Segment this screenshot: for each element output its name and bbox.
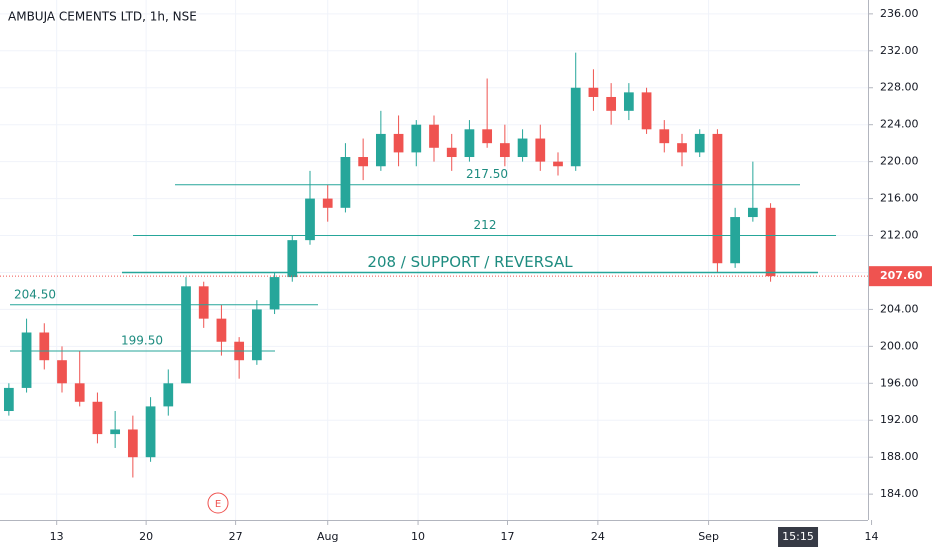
- y-tick-label: 188.00: [880, 450, 919, 463]
- time-marker-label: 15:15: [782, 530, 814, 543]
- level-label: 212: [474, 218, 497, 232]
- candle-body: [163, 383, 174, 407]
- plot: 204.50 199.50 217.50 212 208 / SUPPORT / REV…: [0, 52, 868, 478]
- candle-body: [198, 286, 209, 319]
- candle-body: [411, 124, 422, 153]
- y-tick-label: 200.00: [880, 339, 919, 352]
- y-tick-label: 232.00: [880, 44, 919, 57]
- x-tick-label: 13: [50, 530, 64, 543]
- candle-body: [393, 133, 404, 153]
- event-marker: [207, 492, 229, 514]
- level-label: 204.50: [14, 287, 56, 301]
- candle-body: [57, 360, 67, 384]
- candle-body: [375, 133, 386, 167]
- candle-body: [747, 207, 758, 218]
- candle-body: [588, 87, 599, 97]
- y-tick-label: 228.00: [880, 81, 919, 94]
- grid: [0, 0, 868, 520]
- candle-body: [322, 198, 333, 208]
- candle-body: [517, 138, 528, 158]
- candle-body: [305, 198, 315, 241]
- candle-body: [553, 161, 563, 167]
- candle-body: [340, 157, 351, 208]
- candle-body: [535, 138, 546, 162]
- y-tick-label: 216.00: [880, 192, 919, 205]
- candle-body: [659, 129, 670, 144]
- candle-body: [482, 129, 493, 144]
- y-tick-label: 220.00: [880, 155, 919, 168]
- last-price-box: [869, 266, 932, 287]
- y-tick-label: 184.00: [880, 487, 919, 500]
- candle-body: [145, 406, 156, 458]
- candle-body: [287, 240, 298, 278]
- candle-body: [216, 318, 227, 342]
- candle-body: [127, 429, 138, 458]
- x-tick-label: 10: [411, 530, 425, 543]
- x-tick-label: 14: [865, 530, 879, 543]
- y-tick-label: 196.00: [880, 376, 919, 389]
- candle-body: [74, 383, 85, 402]
- chart-title: AMBUJA CEMENTS LTD, 1h, NSE: [8, 10, 197, 24]
- candle-body: [464, 129, 475, 158]
- level-label: 199.50: [121, 333, 163, 347]
- candle-body: [570, 87, 581, 167]
- candle-body: [269, 277, 280, 310]
- event-marker-label: E: [215, 499, 221, 510]
- candle-body: [181, 286, 191, 384]
- candle-body: [429, 124, 439, 148]
- candle-body: [641, 92, 652, 130]
- level-label: 217.50: [466, 167, 508, 181]
- candle-body: [712, 133, 723, 264]
- candle-body: [694, 133, 705, 153]
- candle-body: [606, 96, 617, 111]
- candle-body: [765, 207, 776, 277]
- y-tick-label: 204.00: [880, 302, 919, 315]
- time-marker-box: [778, 527, 819, 547]
- x-tick-label: 17: [501, 530, 515, 543]
- x-tick-label: 20: [139, 530, 153, 543]
- candle-body: [21, 332, 32, 388]
- y-tick-label: 236.00: [880, 7, 919, 20]
- candle-body: [623, 92, 634, 111]
- level-label: 208 / SUPPORT / REVERSAL: [367, 253, 573, 271]
- y-tick-label: 224.00: [880, 118, 919, 131]
- y-tick-label: 212.00: [880, 229, 919, 242]
- x-tick-label: 27: [229, 530, 243, 543]
- x-tick-label: Aug: [317, 530, 338, 543]
- candle-body: [110, 429, 121, 435]
- x-tick-label: 24: [591, 530, 605, 543]
- candle-body: [39, 332, 50, 361]
- y-tick-label: 192.00: [880, 413, 919, 426]
- candle-body: [730, 217, 741, 264]
- candle-body: [446, 147, 457, 158]
- last-price-label: 207.60: [880, 269, 923, 282]
- candle-body: [677, 143, 687, 153]
- candle-body: [358, 157, 369, 167]
- candle-body: [92, 401, 103, 435]
- candle-body: [251, 309, 262, 361]
- candle-body: [3, 387, 14, 412]
- candle-body: [499, 143, 510, 158]
- x-tick-label: Sep: [698, 530, 719, 543]
